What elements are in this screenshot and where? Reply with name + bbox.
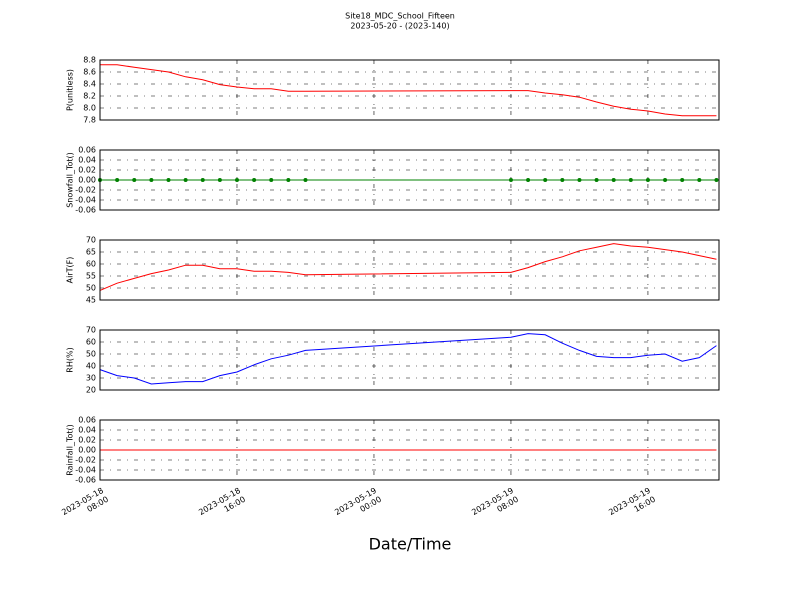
y-axis-label: RH(%): [66, 347, 75, 372]
marker: [680, 178, 685, 182]
marker: [526, 178, 531, 182]
y-tick-label: 70: [86, 236, 96, 245]
y-tick-label: 45: [86, 296, 96, 305]
y-tick-label: 55: [86, 272, 96, 281]
marker: [269, 178, 274, 182]
y-axis-label: AirT(F): [66, 257, 75, 284]
y-axis-label: Rainfall_Tot(): [66, 424, 75, 476]
marker: [645, 178, 650, 182]
y-tick-label: 8.0: [83, 104, 96, 113]
plot-frame: [99, 149, 720, 211]
y-tick-label: -0.06: [75, 206, 96, 215]
y-tick-label: 65: [86, 248, 96, 257]
y-tick-label: 7.8: [83, 116, 96, 125]
y-tick-label: 30: [86, 374, 96, 383]
marker: [286, 178, 291, 182]
series-line: [100, 64, 717, 117]
marker: [628, 178, 633, 182]
marker: [252, 178, 257, 182]
y-tick-label: 8.4: [83, 80, 96, 89]
marker: [234, 178, 239, 182]
y-tick-label: 0.06: [78, 146, 96, 155]
y-tick-label: 40: [86, 362, 96, 371]
y-tick-label: 0.00: [78, 176, 96, 185]
plot-frame: [99, 329, 720, 391]
y-tick-label: 0.06: [78, 416, 96, 425]
y-tick-label: 20: [86, 386, 96, 395]
marker: [714, 178, 719, 182]
y-tick-label: 60: [86, 338, 96, 347]
y-axis-label: Snowfall_Tot(): [66, 152, 75, 208]
y-tick-label: 8.2: [83, 92, 96, 101]
marker: [132, 178, 137, 182]
marker: [508, 178, 513, 182]
y-tick-label: 60: [86, 260, 96, 269]
marker: [149, 178, 154, 182]
y-axis-label: P(unitless): [66, 69, 75, 111]
y-tick-label: 0.04: [78, 426, 96, 435]
y-tick-label: 0.04: [78, 156, 96, 165]
y-tick-label: 70: [86, 326, 96, 335]
x-axis-label: Date/Time: [369, 535, 452, 554]
marker: [577, 178, 582, 182]
y-tick-label: 8.6: [83, 68, 96, 77]
marker: [183, 178, 188, 182]
y-tick-label: -0.02: [75, 456, 96, 465]
y-tick-label: 0.02: [78, 166, 96, 175]
marker: [594, 178, 599, 182]
y-tick-label: 0.02: [78, 436, 96, 445]
marker: [217, 178, 222, 182]
marker: [200, 178, 205, 182]
marker: [697, 178, 702, 182]
plot-frame: [99, 239, 720, 301]
marker: [115, 178, 120, 182]
series-line: [99, 243, 717, 291]
y-tick-label: -0.06: [75, 476, 96, 485]
y-tick-label: -0.04: [75, 196, 96, 205]
plot-frame: [99, 419, 720, 481]
marker: [166, 178, 171, 182]
marker: [560, 178, 565, 182]
y-tick-label: 50: [86, 350, 96, 359]
y-tick-label: 0.00: [78, 446, 96, 455]
y-tick-label: -0.04: [75, 466, 96, 475]
y-tick-label: 8.8: [83, 56, 96, 65]
y-tick-label: 50: [86, 284, 96, 293]
series-line: [99, 333, 717, 385]
marker: [543, 178, 548, 182]
y-tick-label: -0.02: [75, 186, 96, 195]
chart-title: Site18_MDC_School_Fifteen: [345, 12, 455, 21]
marker: [303, 178, 308, 182]
chart-subtitle: 2023-05-20 - (2023-140): [350, 22, 449, 31]
marker: [663, 178, 668, 182]
plot-frame: [99, 59, 720, 121]
marker: [611, 178, 616, 182]
